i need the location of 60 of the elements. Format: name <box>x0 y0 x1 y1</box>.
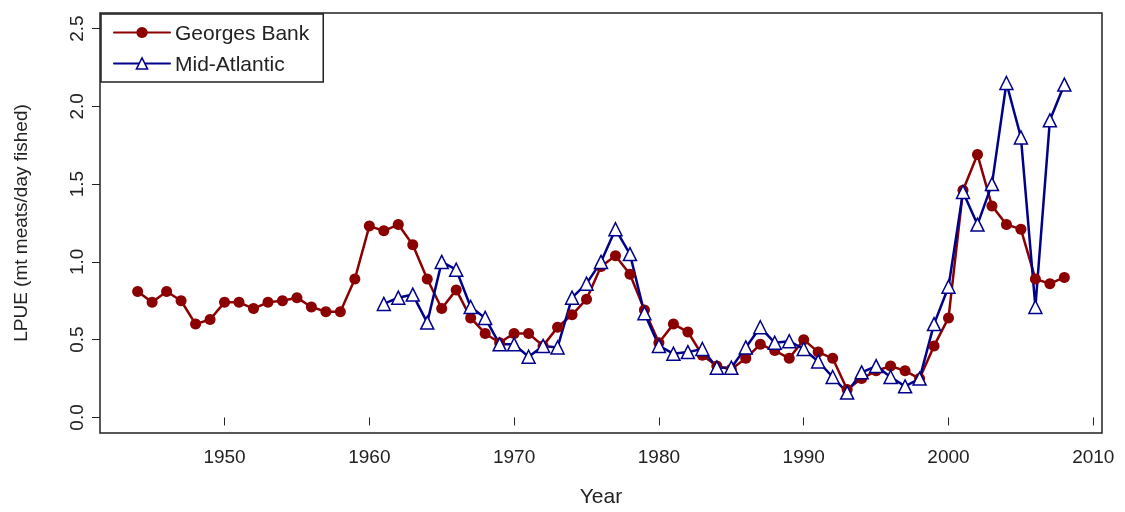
point <box>1013 130 1029 145</box>
point <box>564 290 580 305</box>
point <box>391 290 406 305</box>
point <box>738 340 754 355</box>
x-axis-title: Year <box>579 484 623 507</box>
point <box>810 354 826 369</box>
y-tick-label: 2.5 <box>66 15 87 42</box>
point <box>651 338 667 354</box>
point <box>419 315 435 330</box>
point <box>695 341 710 357</box>
x-tick-label: 1990 <box>782 446 825 467</box>
x-tick-label: 2000 <box>927 446 970 467</box>
y-tick-label: 0.5 <box>66 326 87 353</box>
point <box>579 276 594 291</box>
point <box>767 335 783 351</box>
point <box>477 310 493 326</box>
point <box>941 279 956 295</box>
point <box>868 358 884 374</box>
point <box>781 333 797 349</box>
point <box>999 75 1014 91</box>
point <box>883 369 898 385</box>
point <box>955 184 971 200</box>
point <box>405 287 421 302</box>
point <box>825 369 840 385</box>
point <box>680 344 696 360</box>
point <box>622 246 638 262</box>
point <box>839 385 855 400</box>
point <box>521 349 536 365</box>
point <box>1057 77 1072 92</box>
point <box>376 296 392 312</box>
y-axis-title: LPUE (mt meats/day fished) <box>10 104 31 342</box>
point <box>637 305 652 321</box>
point <box>1042 113 1058 128</box>
point <box>506 337 522 352</box>
point <box>593 254 609 270</box>
legend-label: Georges Bank <box>175 21 310 44</box>
point <box>926 316 942 332</box>
point <box>463 299 478 315</box>
x-tick-label: 1970 <box>492 446 536 467</box>
legend-label: Mid-Atlantic <box>175 52 285 75</box>
point <box>434 254 449 270</box>
x-tick-label: 1960 <box>348 446 391 467</box>
x-tick-label: 2010 <box>1072 446 1115 467</box>
point <box>448 262 464 277</box>
x-tick-label: 1950 <box>203 446 246 467</box>
point <box>970 217 985 232</box>
y-tick-label: 1.0 <box>66 248 87 276</box>
point <box>1028 299 1043 315</box>
x-tick-label: 1980 <box>637 446 681 467</box>
point <box>608 221 623 237</box>
point <box>550 340 565 355</box>
y-tick-label: 1.5 <box>66 170 87 198</box>
point <box>984 176 1000 192</box>
y-tick-label: 0.0 <box>66 404 87 431</box>
y-tick-label: 2.0 <box>66 93 87 120</box>
point <box>666 346 681 361</box>
point <box>854 365 869 380</box>
point <box>897 379 913 394</box>
point <box>796 341 811 357</box>
point <box>753 319 768 335</box>
